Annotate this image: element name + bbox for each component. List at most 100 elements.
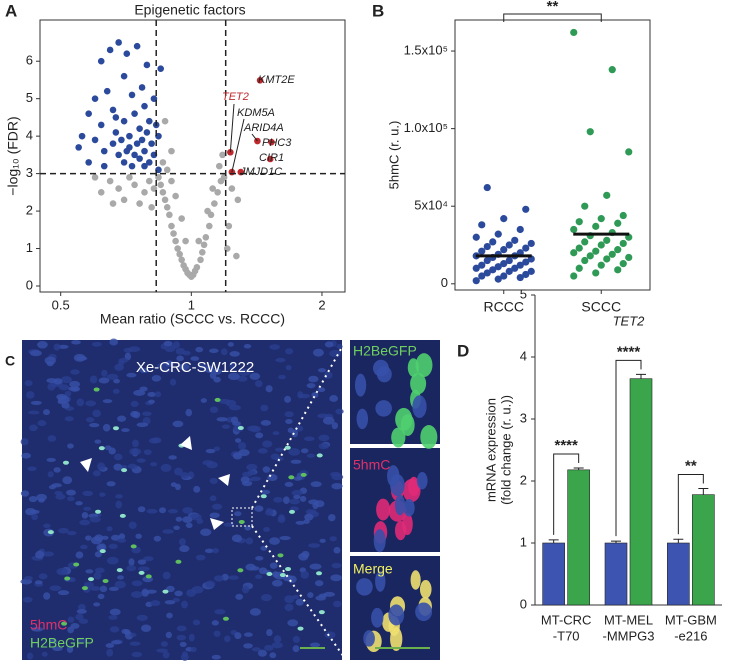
point — [120, 159, 128, 166]
point — [115, 185, 122, 192]
point — [157, 65, 165, 73]
gene-label: ARID4A — [243, 122, 284, 134]
gfp-cell — [297, 626, 304, 631]
point — [516, 261, 524, 269]
gfp-cell — [279, 573, 286, 578]
nucleus — [106, 648, 114, 657]
nucleus — [172, 420, 184, 428]
nucleus — [121, 428, 130, 433]
nucleus — [260, 420, 272, 426]
point — [522, 270, 530, 279]
y-tick-label: 2 — [520, 472, 527, 487]
nucleus — [224, 635, 231, 643]
point — [586, 252, 594, 260]
nucleus — [192, 619, 201, 626]
nucleus — [190, 356, 200, 361]
gfp-cell — [116, 568, 123, 573]
point — [505, 241, 513, 249]
nucleus — [275, 357, 286, 363]
point — [478, 261, 486, 269]
nucleus — [269, 537, 280, 545]
nucleus — [209, 512, 220, 519]
point — [225, 222, 233, 230]
nucleus — [312, 502, 319, 510]
inset-nucleus — [403, 499, 415, 517]
point — [120, 117, 128, 125]
nucleus — [330, 574, 342, 582]
point — [211, 200, 218, 207]
nucleus — [307, 592, 314, 598]
nucleus — [43, 409, 50, 416]
y-tick-label: 5 — [26, 90, 33, 105]
y-tick-label: 1.0x10⁵ — [404, 120, 448, 135]
nucleus — [255, 556, 264, 561]
nucleus — [205, 448, 216, 454]
inset-nucleus — [400, 414, 415, 436]
nucleus — [162, 529, 174, 534]
nucleus — [211, 654, 221, 660]
nucleus — [284, 595, 295, 604]
point — [619, 260, 627, 268]
nucleus — [81, 512, 89, 519]
point — [209, 185, 216, 192]
point — [163, 204, 171, 211]
nucleus — [146, 508, 158, 514]
nucleus — [287, 619, 299, 627]
y-axis-label: −log₁₀ (FDR) — [5, 116, 21, 195]
nucleus — [176, 625, 187, 632]
nucleus — [126, 565, 137, 572]
panel-label: B — [372, 1, 384, 20]
point — [489, 238, 497, 246]
inset-nucleus — [420, 425, 438, 449]
gfp-cell — [138, 570, 145, 575]
point — [131, 151, 138, 159]
inset-nucleus — [363, 630, 375, 647]
point — [115, 39, 122, 46]
point — [494, 263, 502, 271]
nucleus — [213, 575, 224, 582]
nucleus — [291, 489, 303, 497]
point — [500, 215, 508, 223]
nucleus — [126, 372, 137, 378]
nucleus — [285, 365, 292, 371]
nucleus — [137, 506, 146, 513]
zoom-box — [231, 507, 253, 527]
plot-frame — [39, 19, 346, 293]
point — [126, 132, 133, 140]
nucleus — [109, 338, 119, 346]
nucleus — [255, 574, 263, 580]
nucleus — [29, 509, 40, 515]
nucleus — [269, 562, 278, 569]
nucleus — [298, 552, 309, 561]
point — [143, 129, 151, 136]
nucleus — [97, 462, 106, 471]
point — [91, 136, 99, 144]
nucleus — [75, 613, 84, 621]
nucleus — [176, 634, 187, 641]
nucleus — [35, 550, 45, 559]
nucleus — [186, 589, 197, 597]
nucleus — [146, 589, 157, 594]
nucleus — [66, 489, 76, 496]
bar — [604, 542, 628, 606]
nucleus — [148, 399, 155, 404]
nucleus — [31, 627, 44, 632]
nucleus — [228, 372, 240, 381]
point — [166, 211, 173, 219]
nucleus — [20, 438, 29, 446]
nucleus — [305, 509, 317, 515]
nucleus — [180, 653, 189, 661]
nucleus — [284, 603, 294, 612]
point — [581, 238, 589, 246]
nucleus — [140, 624, 152, 633]
nucleus — [133, 389, 146, 396]
point — [219, 151, 226, 159]
point — [172, 192, 179, 200]
point — [106, 46, 114, 54]
nucleus — [274, 456, 284, 461]
x-tick-label: MT-GBM — [665, 612, 717, 627]
nucleus — [293, 495, 301, 500]
nucleus — [101, 369, 108, 377]
nucleus — [89, 422, 100, 428]
point — [97, 121, 105, 129]
